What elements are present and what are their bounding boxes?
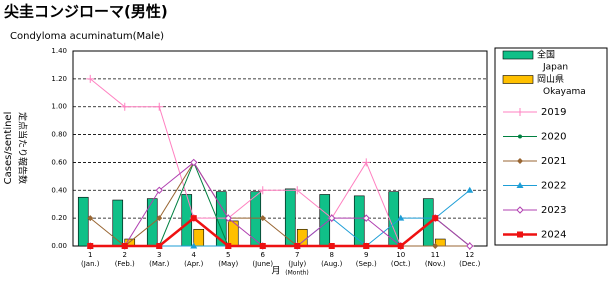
marker — [258, 186, 267, 195]
y-axis-label-ja: 定点当たり報告数 — [17, 112, 29, 184]
marker — [225, 243, 232, 249]
marker — [156, 243, 163, 249]
marker — [87, 243, 94, 249]
y-tick-label: 0.00 — [51, 242, 67, 250]
x-tick-label: 9 — [364, 251, 368, 259]
y-tick-label: 1.40 — [51, 47, 67, 55]
x-tick-label: 8 — [330, 251, 334, 259]
marker — [362, 158, 371, 167]
marker — [517, 158, 523, 164]
marker — [516, 182, 524, 188]
x-tick-sublabel: (May) — [218, 260, 238, 268]
x-tick-label: 4 — [192, 251, 197, 259]
x-tick-label: 7 — [295, 251, 299, 259]
marker — [259, 243, 266, 249]
x-tick-sublabel: (Feb.) — [115, 260, 135, 268]
marker — [328, 214, 336, 222]
x-tick-label: 12 — [465, 251, 474, 259]
x-tick-label: 5 — [226, 251, 230, 259]
y-tick-label: 1.00 — [51, 103, 67, 111]
legend-label-en: Okayama — [543, 87, 586, 97]
line — [89, 161, 470, 247]
bar — [353, 195, 365, 247]
x-tick-sublabel: (Apr.) — [184, 260, 203, 268]
x-tick-label: 11 — [431, 251, 440, 259]
x-tick-sublabel: (June) — [252, 260, 273, 268]
x-tick-sublabel: (Nov.) — [425, 260, 446, 268]
marker — [86, 74, 95, 83]
x-axis-label: 月 — [271, 266, 280, 277]
marker — [432, 243, 439, 249]
marker — [363, 243, 370, 249]
marker — [328, 243, 335, 249]
legend-label: 岡山県 — [537, 74, 564, 85]
chart-title: 尖圭コンジローマ(男性) — [4, 3, 168, 21]
marker — [518, 134, 522, 139]
x-tick-sublabel: (Dec.) — [459, 260, 481, 268]
x-tick-label: 10 — [396, 251, 405, 259]
marker — [156, 215, 163, 222]
marker — [293, 186, 302, 195]
bar — [319, 194, 331, 247]
chart-subtitle: Condyloma acuminatum(Male) — [10, 31, 164, 42]
marker — [224, 214, 232, 222]
marker — [516, 206, 524, 214]
marker — [516, 108, 524, 116]
y-tick-label: 0.40 — [51, 186, 67, 194]
y-tick-label: 0.60 — [51, 158, 67, 166]
legend-swatch — [502, 50, 534, 60]
y-axis-label: Cases/sentinel — [3, 112, 14, 185]
legend-swatch — [502, 75, 534, 84]
x-tick-sublabel: (Mar.) — [149, 260, 170, 268]
marker — [190, 158, 198, 167]
marker — [466, 242, 474, 250]
marker — [155, 102, 164, 111]
y-tick-label: 0.80 — [51, 131, 67, 139]
x-tick-label: 3 — [157, 251, 161, 259]
marker — [517, 231, 523, 238]
x-tick-label: 6 — [261, 251, 266, 259]
marker — [87, 215, 94, 222]
x-tick-sublabel: (Jan.) — [81, 260, 100, 268]
x-tick-sublabel: (Oct.) — [391, 260, 411, 268]
legend-label: 2024 — [541, 230, 566, 241]
y-tick-label: 0.20 — [51, 214, 67, 222]
marker — [155, 186, 163, 194]
marker — [190, 242, 198, 249]
marker — [190, 215, 197, 222]
x-tick-label: 2 — [123, 251, 127, 259]
legend-box — [494, 47, 608, 246]
bar — [112, 199, 124, 247]
bar — [193, 228, 205, 247]
x-tick-sublabel: (Aug.) — [321, 260, 343, 268]
legend-label: 2022 — [541, 181, 566, 192]
marker — [397, 214, 405, 221]
marker — [120, 102, 129, 111]
legend-label: 2023 — [541, 205, 566, 216]
marker — [466, 186, 474, 193]
legend-label: 2021 — [541, 156, 566, 167]
legend-label: 2019 — [541, 107, 566, 118]
legend-label: 2020 — [541, 132, 566, 143]
marker — [259, 215, 266, 222]
x-axis-label-en: (Month) — [285, 270, 309, 277]
marker — [397, 243, 404, 249]
bar — [146, 198, 158, 247]
bar — [77, 196, 89, 247]
marker — [294, 243, 301, 249]
marker — [362, 214, 370, 222]
legend-label-en: Japan — [542, 63, 568, 73]
x-tick-sublabel: (Sep.) — [356, 260, 377, 268]
x-tick-label: 1 — [88, 251, 92, 259]
marker — [121, 243, 128, 249]
y-tick-label: 1.20 — [51, 75, 67, 83]
legend-label: 全国 — [537, 49, 555, 61]
x-tick-sublabel: (July) — [288, 260, 306, 268]
marker — [432, 215, 439, 222]
